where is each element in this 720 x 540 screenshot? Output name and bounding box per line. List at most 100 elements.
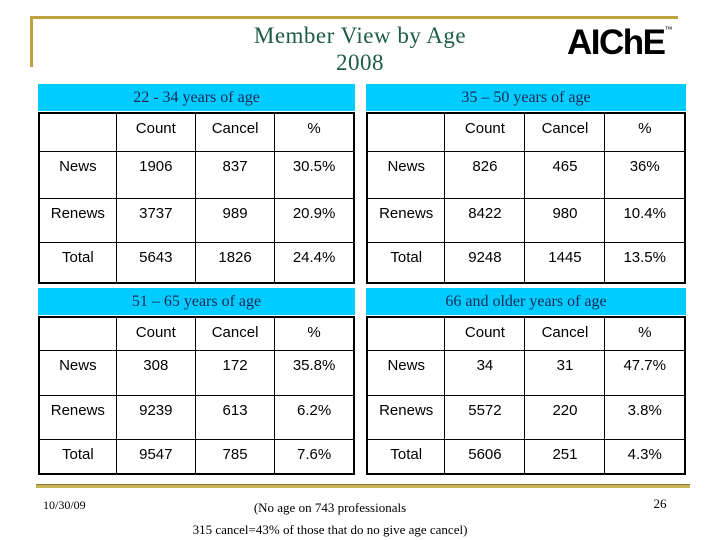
aiche-logo-text: AIChE [567,23,666,62]
col-header-blank [366,112,446,152]
row-label: Renews [366,197,446,243]
table-age-51-65: Count Cancel % News 308 172 35.8% Renews… [38,316,355,475]
cell-cancel: 613 [194,394,276,440]
table-row: News 308 172 35.8% [38,349,355,396]
footer-note-line2: 315 cancel=43% of those that do no give … [192,522,468,537]
table-title-age-51-65: 51 – 65 years of age [38,288,355,315]
cell-cancel: 989 [194,197,276,243]
col-header-blank [38,316,117,351]
cell-pct: 20.9% [274,197,355,243]
footer-note-line1: (No age on 743 professionals [253,500,407,515]
footer-notes: (No age on 743 professionals 315 cancel=… [0,500,660,538]
cell-count: 1906 [115,150,196,199]
trademark-mark: ™ [664,25,673,34]
row-label: News [366,150,446,199]
cell-count: 826 [444,150,526,199]
cell-pct: 10.4% [604,197,686,243]
table-block-age-66-plus: 66 and older years of age Count Cancel %… [366,288,686,475]
slide-title-line2: 2008 [336,50,384,75]
table-row: Total 9547 785 7.6% [38,438,355,475]
table-title-age-66-plus: 66 and older years of age [366,288,686,315]
row-label: Total [366,241,446,284]
cell-cancel: 465 [524,150,606,199]
col-header-cancel: Cancel [194,316,276,351]
cell-count: 9547 [115,438,196,475]
cell-pct: 3.8% [604,394,686,440]
cell-pct: 24.4% [274,241,355,284]
header-row: Count Cancel % [366,112,686,152]
table-age-35-50: Count Cancel % News 826 465 36% Renews 8… [366,112,686,284]
gold-footer-line [36,484,690,488]
cell-count: 8422 [444,197,526,243]
row-label: Total [38,438,117,475]
row-label: Total [366,438,446,475]
col-header-pct: % [274,316,355,351]
header-row: Count Cancel % [366,316,686,351]
col-header-pct: % [274,112,355,152]
table-title-age-35-50: 35 – 50 years of age [366,84,686,111]
gold-accent-line-top [30,16,678,19]
cell-pct: 13.5% [604,241,686,284]
cell-cancel: 980 [524,197,606,243]
cell-pct: 7.6% [274,438,355,475]
cell-count: 5572 [444,394,526,440]
cell-count: 5606 [444,438,526,475]
cell-pct: 47.7% [604,349,686,396]
cell-pct: 6.2% [274,394,355,440]
row-label: Renews [38,394,117,440]
row-label: News [38,349,117,396]
table-row: Renews 5572 220 3.8% [366,394,686,440]
row-label: News [38,150,117,199]
cell-count: 308 [115,349,196,396]
table-row: Total 9248 1445 13.5% [366,241,686,284]
table-block-age-22-34: 22 - 34 years of age Count Cancel % News… [38,84,355,284]
table-row: Total 5643 1826 24.4% [38,241,355,284]
cell-cancel: 220 [524,394,606,440]
col-header-count: Count [115,316,196,351]
col-header-cancel: Cancel [524,112,606,152]
cell-cancel: 251 [524,438,606,475]
cell-count: 34 [444,349,526,396]
table-row: Renews 3737 989 20.9% [38,197,355,243]
col-header-count: Count [444,112,526,152]
row-label: Renews [366,394,446,440]
table-row: Renews 8422 980 10.4% [366,197,686,243]
aiche-logo: AIChE™ [567,23,673,63]
row-label: News [366,349,446,396]
table-row: Renews 9239 613 6.2% [38,394,355,440]
row-label: Total [38,241,117,284]
table-row: News 1906 837 30.5% [38,150,355,199]
cell-cancel: 1826 [194,241,276,284]
cell-cancel: 172 [194,349,276,396]
col-header-pct: % [604,316,686,351]
col-header-count: Count [115,112,196,152]
table-row: News 34 31 47.7% [366,349,686,396]
table-title-age-22-34: 22 - 34 years of age [38,84,355,111]
slide-page-number: 26 [653,496,667,511]
header-row: Count Cancel % [38,316,355,351]
cell-count: 5643 [115,241,196,284]
cell-pct: 4.3% [604,438,686,475]
cell-cancel: 31 [524,349,606,396]
cell-pct: 35.8% [274,349,355,396]
cell-cancel: 1445 [524,241,606,284]
cell-cancel: 837 [194,150,276,199]
col-header-blank [366,316,446,351]
gold-accent-line-left [30,16,33,67]
header-row: Count Cancel % [38,112,355,152]
table-row: News 826 465 36% [366,150,686,199]
row-label: Renews [38,197,117,243]
col-header-count: Count [444,316,526,351]
slide-title-line1: Member View by Age [253,23,467,48]
col-header-pct: % [604,112,686,152]
table-block-age-51-65: 51 – 65 years of age Count Cancel % News… [38,288,355,475]
slide-title: Member View by Age 2008 [0,22,720,76]
table-age-22-34: Count Cancel % News 1906 837 30.5% Renew… [38,112,355,284]
cell-count: 9248 [444,241,526,284]
cell-count: 3737 [115,197,196,243]
col-header-blank [38,112,117,152]
cell-cancel: 785 [194,438,276,475]
footer-date: 10/30/09 [43,498,86,512]
col-header-cancel: Cancel [194,112,276,152]
table-block-age-35-50: 35 – 50 years of age Count Cancel % News… [366,84,686,284]
